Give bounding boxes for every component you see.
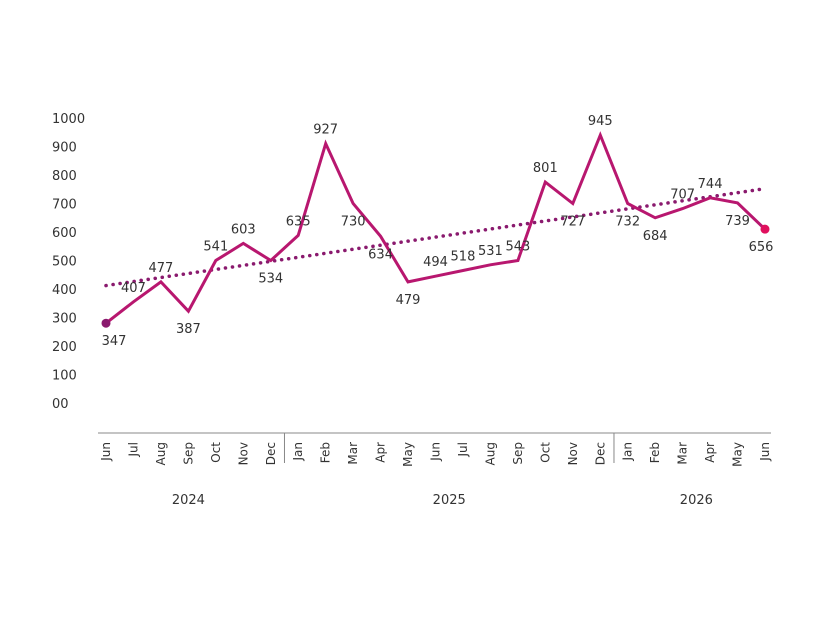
x-tick-label: Jun — [429, 442, 443, 462]
series-line — [105, 131, 767, 325]
y-tick-label: 500 — [52, 255, 77, 270]
y-axis: 00 100 200 300 400 500 600 700 800 900 1000 — [52, 112, 85, 412]
x-tick-label: Mar — [676, 442, 690, 465]
data-label: 801 — [533, 161, 558, 176]
x-tick-label: Aug — [483, 442, 497, 465]
data-label: 656 — [749, 240, 774, 255]
data-label: 707 — [670, 188, 695, 203]
year-label: 2026 — [680, 493, 713, 508]
y-tick-label: 100 — [52, 369, 77, 384]
x-tick-label: Feb — [648, 442, 662, 463]
y-tick-label: 600 — [52, 226, 77, 241]
trend-line — [104, 186, 767, 288]
data-label: 541 — [203, 240, 228, 255]
y-tick-label: 00 — [52, 397, 69, 412]
x-tick-label: Oct — [538, 442, 552, 463]
x-tick-label: Mar — [346, 442, 360, 465]
end-marker — [760, 224, 770, 234]
x-tick-label: Jun — [758, 442, 772, 462]
x-tick-label: Jan — [291, 442, 305, 462]
data-label: 727 — [560, 215, 585, 230]
data-label: 634 — [368, 247, 393, 262]
data-label: 732 — [615, 215, 640, 230]
x-tick-label: Sep — [181, 442, 195, 465]
data-label: 927 — [313, 123, 338, 138]
y-tick-label: 400 — [52, 283, 77, 298]
series-layer — [101, 131, 770, 328]
x-tick-label: Jul — [126, 442, 140, 457]
data-label: 347 — [102, 334, 127, 349]
x-tick-label: Jul — [456, 442, 470, 457]
y-tick-label: 200 — [52, 340, 77, 355]
data-label: 387 — [176, 322, 201, 337]
data-label: 494 — [423, 255, 448, 270]
data-label: 635 — [286, 214, 311, 229]
data-label: 407 — [121, 281, 146, 296]
y-tick-label: 300 — [52, 312, 77, 327]
data-label: 531 — [478, 244, 503, 259]
x-tick-label: Nov — [566, 442, 580, 465]
year-label: 2024 — [172, 493, 205, 508]
data-label: 684 — [643, 229, 668, 244]
start-marker — [101, 318, 111, 328]
x-axis: Jun Jul Aug Sep Oct Nov Dec Jan Feb Mar Apr May Jun J… — [98, 432, 772, 508]
x-tick-label: Jan — [621, 442, 635, 462]
x-tick-label: Apr — [703, 442, 717, 463]
data-label: 603 — [231, 222, 256, 237]
year-label: 2025 — [433, 493, 466, 508]
data-label: 739 — [725, 214, 750, 229]
y-tick-label: 1000 — [52, 112, 85, 127]
data-label: 744 — [698, 177, 723, 192]
x-tick-label: Oct — [209, 442, 223, 463]
data-label: 730 — [341, 215, 366, 230]
x-tick-label: Apr — [374, 442, 388, 463]
data-label: 945 — [588, 114, 613, 129]
x-tick-label: Sep — [511, 442, 525, 465]
x-tick-label: Dec — [264, 442, 278, 465]
trendline-layer — [104, 186, 767, 288]
y-tick-label: 900 — [52, 141, 77, 156]
data-label: 543 — [505, 240, 530, 255]
x-tick-label: May — [731, 442, 745, 467]
data-label: 518 — [451, 249, 476, 264]
x-tick-label: Jun — [99, 442, 113, 462]
x-tick-label: Dec — [593, 442, 607, 465]
x-tick-label: May — [401, 442, 415, 467]
y-tick-label: 800 — [52, 169, 77, 184]
x-tick-label: Feb — [319, 442, 333, 463]
x-tick-label: Aug — [154, 442, 168, 465]
data-label: 479 — [396, 293, 421, 308]
data-label: 534 — [258, 272, 283, 287]
data-label: 477 — [149, 261, 174, 276]
x-tick-label: Nov — [236, 442, 250, 465]
y-tick-label: 700 — [52, 198, 77, 213]
